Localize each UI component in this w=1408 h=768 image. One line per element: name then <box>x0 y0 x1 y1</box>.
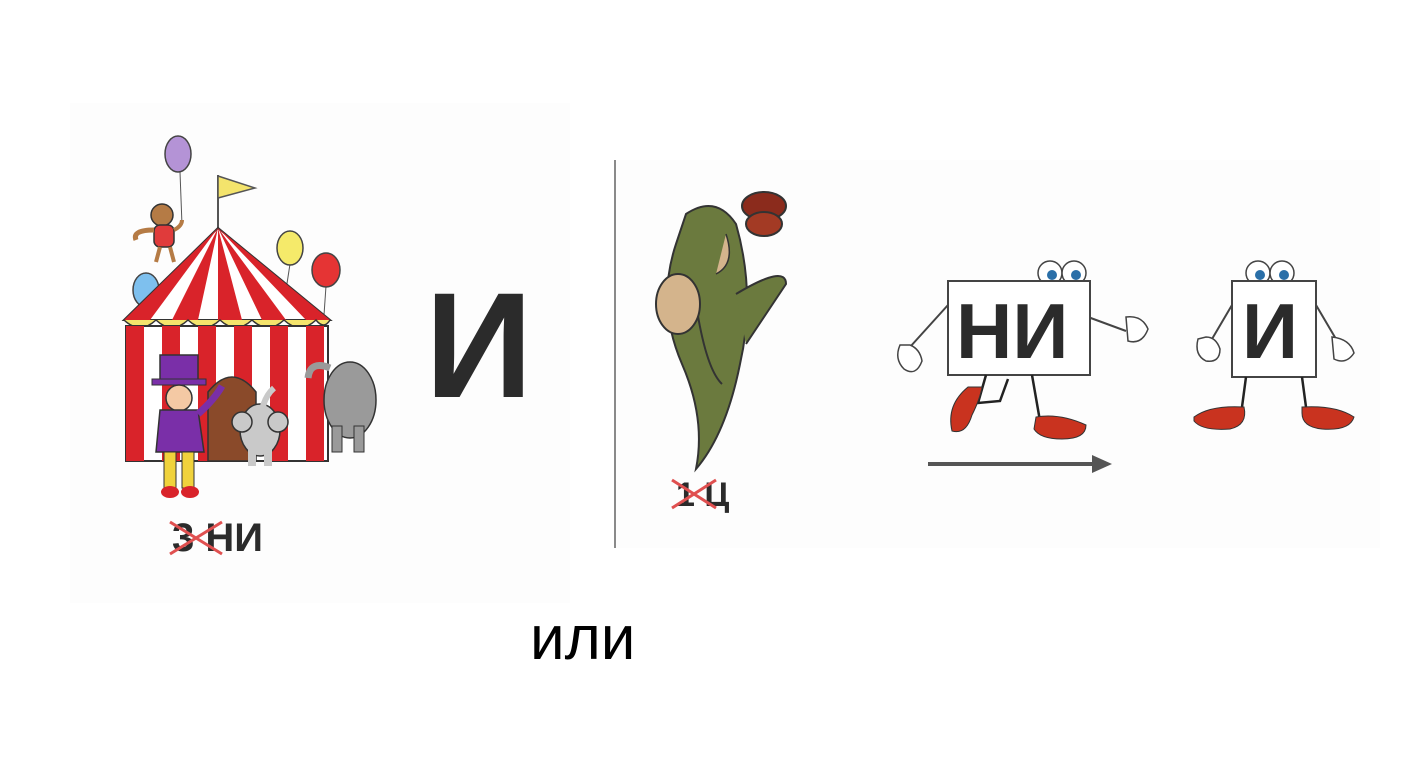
struck-digit: 3 <box>169 518 223 558</box>
big-letter: И <box>425 261 533 429</box>
balloon-icon <box>311 252 341 316</box>
elephant-icon <box>231 385 289 466</box>
panel-divider <box>614 160 616 548</box>
right-rebus-label: 1 Ц <box>671 478 729 512</box>
strike-cross-icon <box>671 478 717 510</box>
balloon-icon <box>276 230 304 291</box>
monkey-icon <box>132 203 184 263</box>
moving-card-text: НИ <box>956 287 1069 375</box>
arrow-right-icon <box>928 455 1112 473</box>
strike-cross-icon <box>169 520 223 556</box>
left-rebus-label: 3 НИ <box>169 518 263 558</box>
elephant-icon <box>304 361 377 453</box>
kangaroo-icon <box>655 191 788 473</box>
walking-card-icon <box>897 260 1149 440</box>
standing-card-text: И <box>1242 287 1299 375</box>
struck-digit: 1 <box>671 478 717 512</box>
ringmaster-icon <box>151 354 226 498</box>
circus-tent-icon <box>121 135 377 498</box>
or-word: или <box>530 604 636 673</box>
standing-card-icon <box>1193 260 1355 430</box>
balloon-icon <box>164 135 192 226</box>
